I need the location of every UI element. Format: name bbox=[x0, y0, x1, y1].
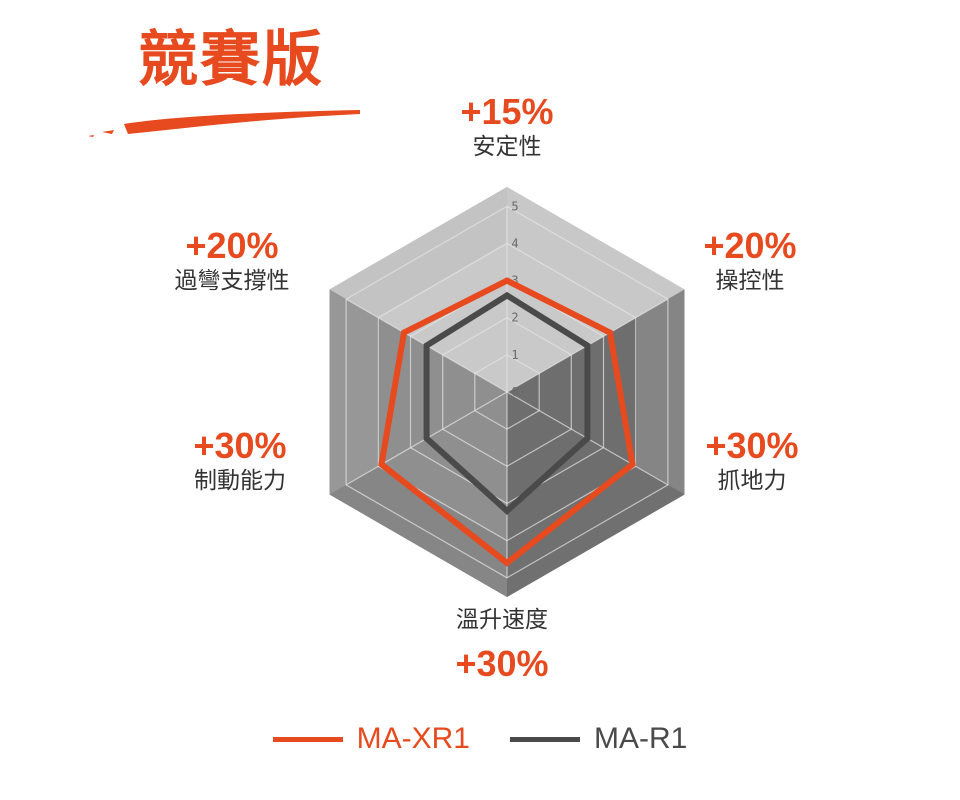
scale-tick-label: 1 bbox=[511, 348, 518, 362]
radar-rim-segment bbox=[507, 467, 685, 597]
legend-label-ma-xr1: MA-XR1 bbox=[356, 722, 470, 755]
axis-change-label: +30% bbox=[193, 425, 287, 466]
series-line-ma-r1 bbox=[423, 291, 591, 515]
axis-change-label: +20% bbox=[185, 225, 279, 266]
axis-name-label: 操控性 bbox=[715, 267, 785, 294]
axis-change-label: +30% bbox=[705, 425, 799, 466]
radar-rim-segment bbox=[329, 187, 507, 317]
radar-rim-segment bbox=[329, 467, 507, 597]
scale-tick-label: 5 bbox=[511, 199, 518, 213]
series-line-ma-xr1 bbox=[378, 277, 636, 567]
axis-name-label: 制動能力 bbox=[194, 467, 286, 494]
radar-grid-ring bbox=[345, 205, 669, 579]
chart-title: 競賽版 bbox=[138, 25, 324, 95]
chart-legend: MA-XR1 MA-R1 bbox=[0, 722, 960, 756]
scale-tick-label: 2 bbox=[511, 311, 518, 325]
legend-swatch-ma-xr1 bbox=[272, 736, 343, 742]
scale-tick-label: 0 bbox=[511, 385, 518, 399]
scale-tick-label: 4 bbox=[511, 236, 518, 250]
legend-item-ma-r1: MA-R1 bbox=[510, 722, 687, 756]
axis-label-group: +15% 安定性 bbox=[387, 92, 627, 163]
axis-change-label: +20% bbox=[703, 225, 797, 266]
scale-tick-label: 3 bbox=[511, 274, 518, 288]
axis-change-label: +15% bbox=[460, 91, 554, 132]
radar-rim-segment bbox=[329, 289, 378, 495]
axis-label-group: +20% 操控性 bbox=[630, 226, 870, 297]
axis-label-group: 溫升速度 +30% bbox=[382, 605, 622, 684]
legend-label-ma-r1: MA-R1 bbox=[594, 722, 688, 755]
radar-rim-segment bbox=[636, 289, 685, 495]
axis-change-label: +30% bbox=[455, 643, 549, 685]
axis-label-group: +30% 抓地力 bbox=[632, 426, 872, 497]
axis-name-label: 溫升速度 bbox=[456, 607, 548, 633]
legend-swatch-ma-r1 bbox=[510, 736, 580, 742]
brush-stroke-decoration bbox=[88, 110, 360, 137]
axis-name-label: 安定性 bbox=[472, 133, 542, 160]
axis-name-label: 過彎支撐性 bbox=[174, 267, 290, 294]
axis-label-group: +30% 制動能力 bbox=[120, 426, 360, 497]
axis-name-label: 抓地力 bbox=[717, 467, 787, 494]
radar-rim-segment bbox=[507, 187, 685, 317]
legend-item-ma-xr1: MA-XR1 bbox=[272, 722, 470, 756]
axis-label-group: +20% 過彎支撐性 bbox=[112, 226, 352, 297]
